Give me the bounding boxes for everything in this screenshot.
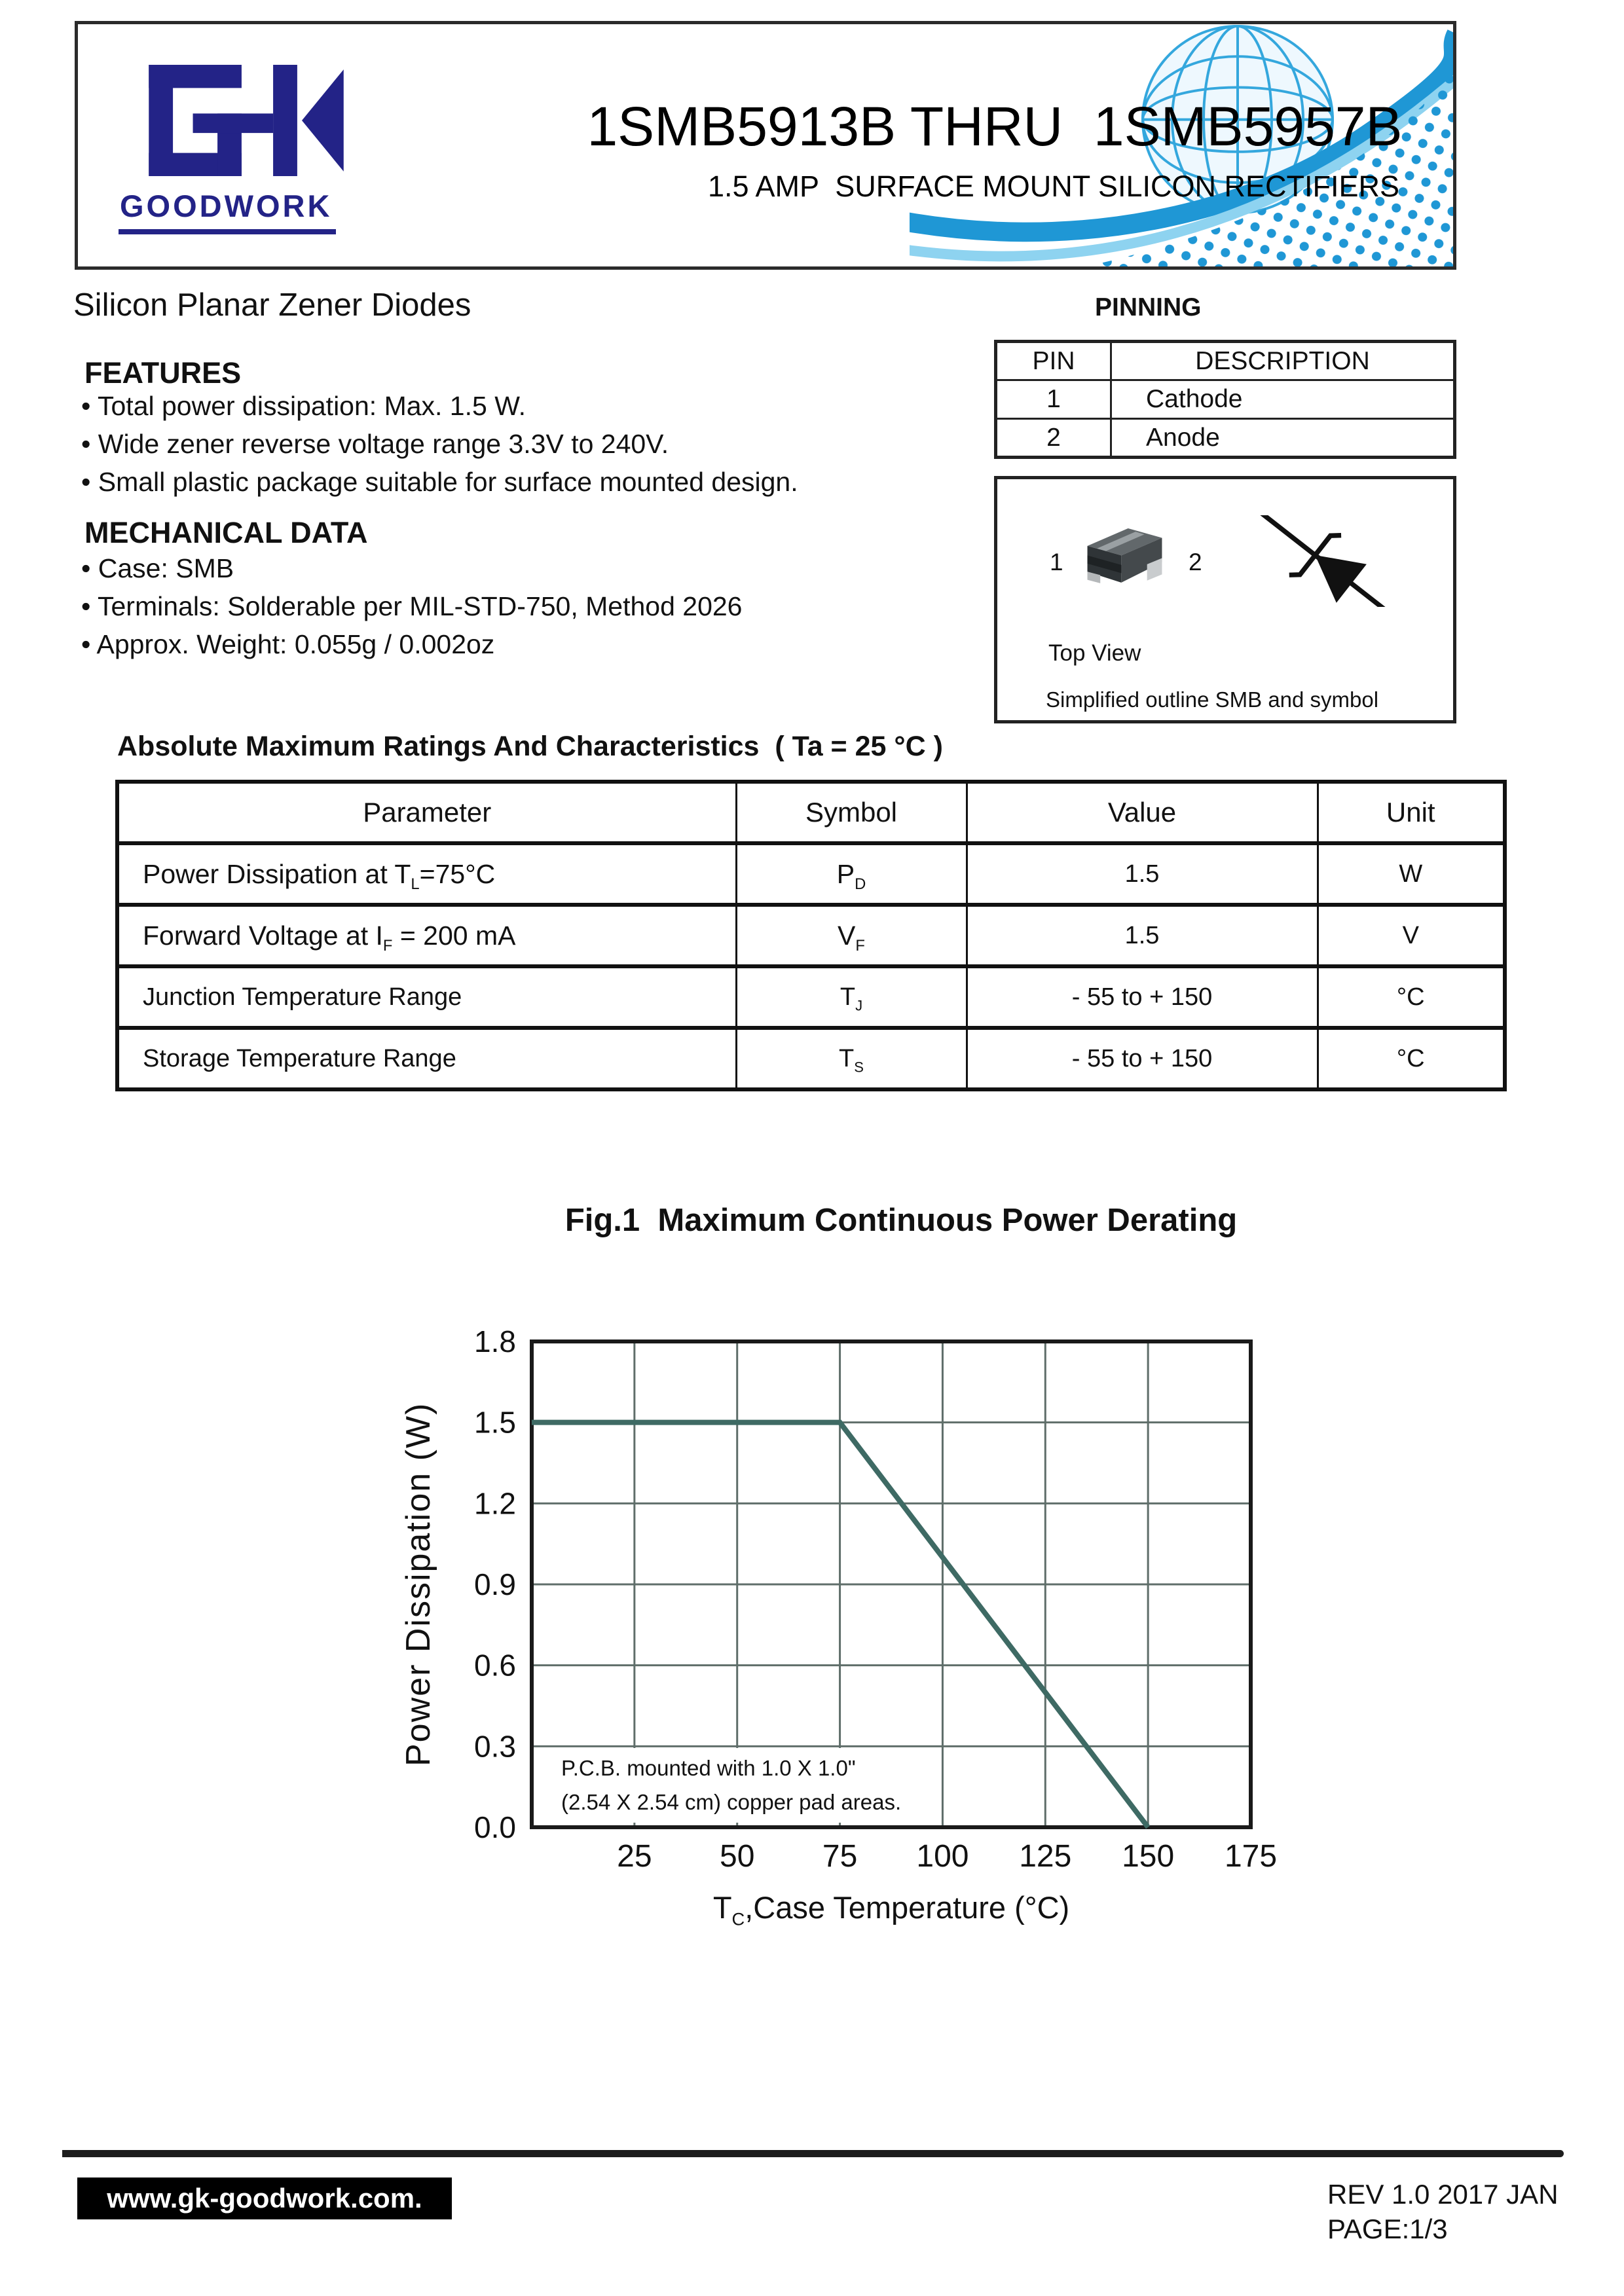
website-url: www.gk-goodwork.com.	[107, 2183, 422, 2214]
y-tick-label: 1.2	[474, 1486, 516, 1520]
y-tick-label: 1.5	[474, 1406, 516, 1440]
description-col-header: DESCRIPTION	[1110, 340, 1456, 381]
y-tick-label: 0.9	[474, 1567, 516, 1601]
top-view-label: Top View	[1048, 640, 1141, 666]
col-header-parameter: Parameter	[116, 780, 737, 845]
parameter-cell: Junction Temperature Range	[116, 964, 737, 1030]
symbol-cell: TJ	[735, 964, 968, 1030]
pin2-label: 2	[1189, 549, 1202, 575]
page-number-label: PAGE:1/3	[1327, 2214, 1448, 2244]
table-header-row: Parameter Symbol Value Unit	[116, 780, 1506, 845]
x-tick-label: 100	[916, 1839, 969, 1874]
gk-logo	[149, 65, 344, 176]
x-tick-label: 25	[617, 1839, 652, 1874]
features-heading: FEATURES	[84, 356, 242, 390]
annotation-backdrop	[550, 1748, 933, 1823]
table-row: Junction Temperature Range TJ - 55 to + …	[116, 964, 1506, 1030]
y-tick-label: 0.3	[474, 1729, 516, 1763]
pin-number: 2	[995, 418, 1112, 458]
pin1-label: 1	[1050, 549, 1063, 575]
halftone-dots	[1086, 72, 1453, 266]
mechanical-item: • Approx. Weight: 0.055g / 0.002oz	[81, 629, 495, 659]
y-tick-label: 0.6	[474, 1649, 516, 1683]
features-list: • Total power dissipation: Max. 1.5 W. •…	[81, 390, 798, 504]
website-banner: www.gk-goodwork.com.	[77, 2178, 452, 2219]
table-row: Forward Voltage at IF = 200 mA VF 1.5 V	[116, 903, 1506, 968]
x-tick-label: 150	[1122, 1839, 1174, 1874]
header: GOODWORK 1SMB5913B THRU 1SMB5957B 1.5 AM…	[75, 21, 1456, 270]
feature-item: • Wide zener reverse voltage range 3.3V …	[81, 429, 669, 459]
table-row: 2 Anode	[995, 418, 1456, 458]
plot-frame	[530, 1339, 1253, 1829]
zener-diode-symbol	[1259, 515, 1386, 607]
header-globe-art	[910, 24, 1453, 266]
outline-caption: Simplified outline SMB and symbol	[1046, 687, 1379, 712]
doc-title: 1SMB5913B THRU 1SMB5957B	[587, 96, 1403, 157]
footer-rule	[62, 2150, 1564, 2157]
x-axis-title: TC,Case Temperature (°C)	[712, 1890, 1070, 1929]
x-tick-label: 75	[822, 1839, 857, 1874]
revision-label: REV 1.0 2017 JAN	[1327, 2179, 1559, 2210]
value-cell: 1.5	[965, 841, 1319, 907]
parameter-cell: Storage Temperature Range	[116, 1026, 737, 1091]
unit-cell: W	[1316, 841, 1506, 907]
x-tick-label: 125	[1019, 1839, 1071, 1874]
x-tick-label: 175	[1225, 1839, 1277, 1874]
col-header-symbol: Symbol	[735, 780, 968, 845]
pin-col-header: PIN	[995, 340, 1112, 381]
pin-number: 1	[995, 379, 1112, 420]
unit-cell: V	[1316, 903, 1506, 968]
package-outline-box: 1 2 Top View Simplified outline SMB and …	[994, 476, 1456, 723]
parameter-cell: Forward Voltage at IF = 200 mA	[116, 903, 737, 968]
pin-description: Cathode	[1110, 379, 1456, 420]
figure-title: Fig.1 Maximum Continuous Power Derating	[564, 1203, 1238, 1238]
pinning-table: PIN DESCRIPTION 1 Cathode 2 Anode	[994, 340, 1456, 459]
table-row: PIN DESCRIPTION	[995, 340, 1456, 381]
logo-wordmark: GOODWORK	[119, 188, 337, 234]
chart-annotation-line2: (2.54 X 2.54 cm) copper pad areas.	[561, 1790, 901, 1814]
symbol-cell: VF	[735, 903, 968, 968]
y-tick-label: 0.0	[474, 1810, 516, 1844]
table-row: 1 Cathode	[995, 379, 1456, 420]
mechanical-item: • Case: SMB	[81, 553, 234, 583]
value-cell: - 55 to + 150	[965, 1026, 1319, 1091]
smb-package-icon	[1087, 528, 1162, 583]
ratings-table: Parameter Symbol Value Unit Power Dissip…	[115, 780, 1507, 1091]
y-tick-label: 1.8	[474, 1324, 516, 1358]
mechanical-item: • Terminals: Solderable per MIL-STD-750,…	[81, 591, 743, 621]
power-derating-chart: 25 50 75 100 125 150 175 0.0 0.3 0.6 0.9 1.2 1.5 1.8 P…	[474, 1324, 1277, 1874]
ratings-heading: Absolute Maximum Ratings And Characteris…	[117, 731, 943, 762]
chart-annotation-line1: P.C.B. mounted with 1.0 X 1.0"	[561, 1756, 856, 1780]
symbol-cell: TS	[735, 1026, 968, 1091]
symbol-cell: PD	[735, 841, 968, 907]
feature-item: • Small plastic package suitable for sur…	[81, 467, 798, 497]
feature-item: • Total power dissipation: Max. 1.5 W.	[81, 391, 526, 421]
table-row: Storage Temperature Range TS - 55 to + 1…	[116, 1026, 1506, 1091]
product-family-heading: Silicon Planar Zener Diodes	[73, 287, 471, 323]
col-header-unit: Unit	[1316, 780, 1506, 845]
value-cell: - 55 to + 150	[965, 964, 1319, 1030]
doc-subtitle: 1.5 AMP SURFACE MOUNT SILICON RECTIFIERS	[707, 170, 1400, 203]
x-tick-label: 50	[720, 1839, 754, 1874]
mechanical-data-heading: MECHANICAL DATA	[84, 516, 368, 549]
unit-cell: °C	[1316, 1026, 1506, 1091]
pinning-heading: PINNING	[1095, 293, 1202, 321]
value-cell: 1.5	[965, 903, 1319, 968]
swoosh-band	[910, 29, 1453, 242]
parameter-cell: Power Dissipation at TL=75°C	[116, 841, 737, 907]
swoosh-band-light	[910, 75, 1453, 262]
col-header-value: Value	[965, 780, 1319, 845]
unit-cell: °C	[1316, 964, 1506, 1030]
mechanical-data-list: • Case: SMB • Terminals: Solderable per …	[81, 553, 743, 666]
table-row: Power Dissipation at TL=75°C PD 1.5 W	[116, 841, 1506, 907]
pin-description: Anode	[1110, 418, 1456, 458]
derating-line	[532, 1419, 1151, 1829]
